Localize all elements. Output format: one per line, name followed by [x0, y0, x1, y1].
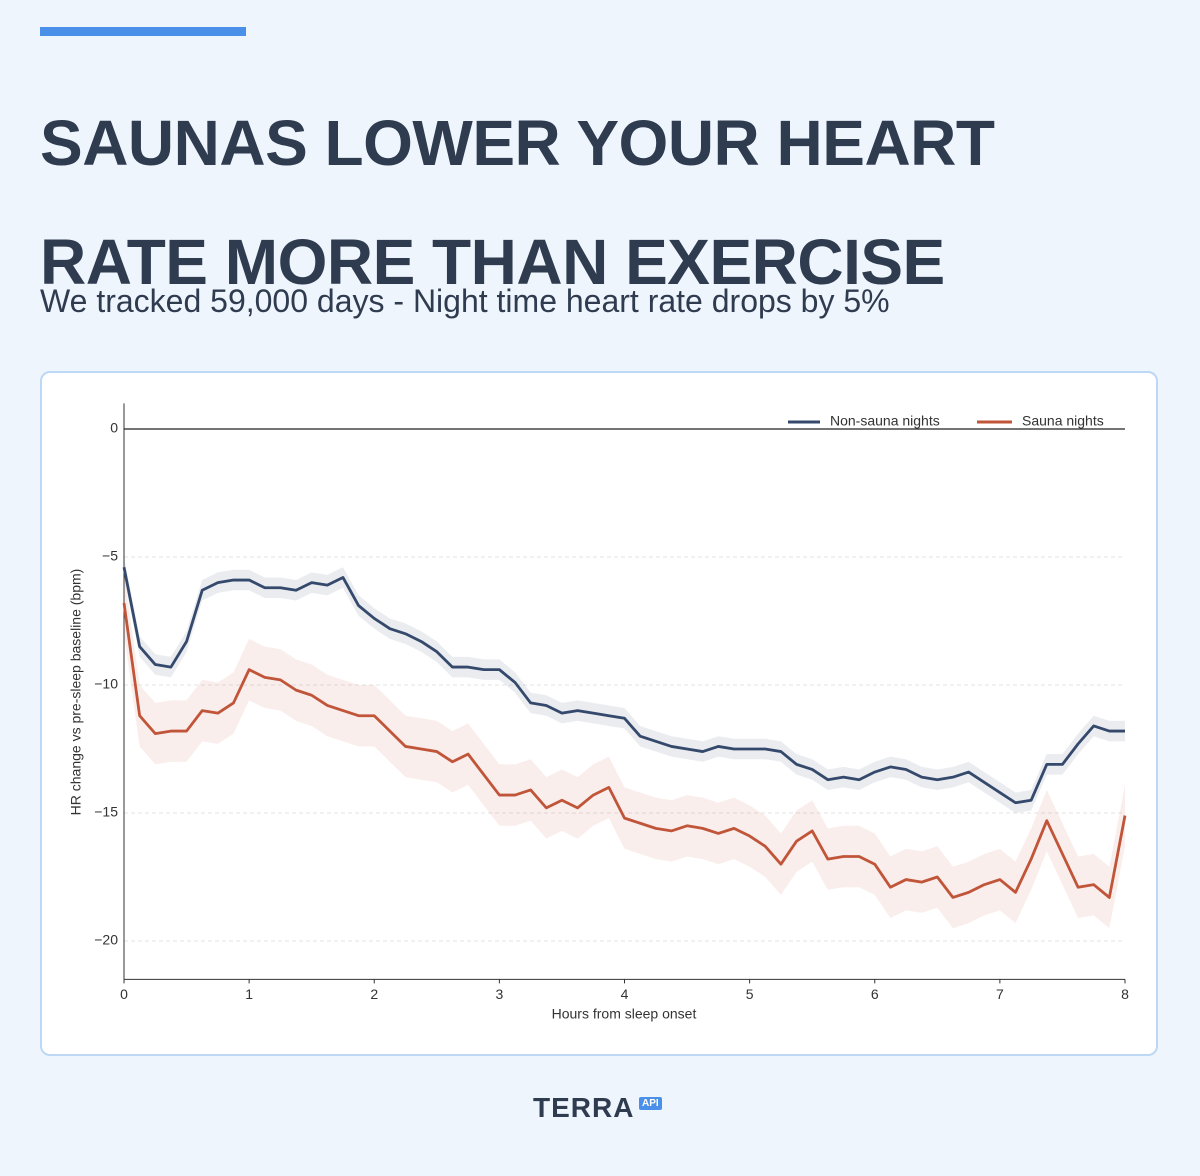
x-tick-label: 5: [746, 986, 754, 1002]
y-tick-label: −10: [94, 676, 118, 692]
legend-label: Non-sauna nights: [830, 413, 940, 429]
confidence-band: [124, 572, 1125, 929]
chart: HR change vs pre-sleep baseline (bpm) Ho…: [68, 403, 1129, 1022]
x-tick-label: 2: [370, 986, 378, 1002]
confidence-band: [124, 557, 1125, 813]
y-tick-label: −5: [102, 548, 118, 564]
x-axis-label: Hours from sleep onset: [552, 1006, 697, 1022]
title-line: RATE MORE THAN EXERCISE: [40, 226, 945, 298]
title-line: SAUNAS LOWER YOUR HEART: [40, 107, 995, 179]
x-tick-label: 7: [996, 986, 1004, 1002]
legend-label: Sauna nights: [1022, 413, 1104, 429]
x-tick-label: 1: [245, 986, 253, 1002]
logo: TERRA: [533, 1092, 635, 1123]
x-tick-label: 3: [495, 986, 503, 1002]
accent-bar: [40, 27, 246, 36]
subtitle: We tracked 59,000 days - Night time hear…: [40, 283, 890, 319]
title: SAUNAS LOWER YOUR HEART RATE MORE THAN EX…: [40, 84, 995, 322]
series-line: [122, 602, 1127, 899]
x-tick-label: 6: [871, 986, 879, 1002]
y-tick-label: −15: [94, 804, 118, 820]
series-line: [122, 566, 1125, 805]
chart-card: HR change vs pre-sleep baseline (bpm) Ho…: [40, 371, 1158, 1056]
x-tick-label: 0: [120, 986, 128, 1002]
x-tick-label: 4: [621, 986, 629, 1002]
y-tick-label: −20: [94, 932, 118, 948]
y-tick-label: 0: [110, 420, 118, 436]
y-axis-label: HR change vs pre-sleep baseline (bpm): [68, 569, 84, 816]
x-tick-label: 8: [1121, 986, 1129, 1002]
logo-badge: API: [639, 1097, 662, 1110]
